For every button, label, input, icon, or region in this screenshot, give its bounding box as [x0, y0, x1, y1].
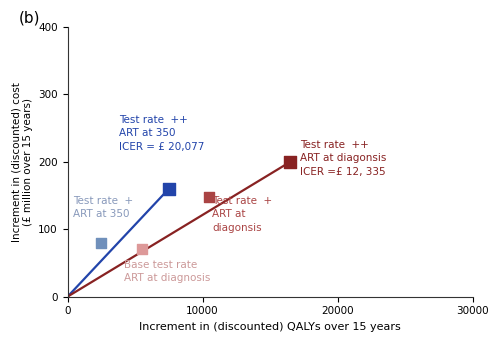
- Point: [206, 194, 214, 200]
- Text: Test rate  ++
ART at 350
ICER = £ 20,077: Test rate ++ ART at 350 ICER = £ 20,077: [119, 115, 204, 152]
- Text: (b): (b): [19, 11, 40, 26]
- Y-axis label: Increment in (discounted) cost
(£ million over 15 years): Increment in (discounted) cost (£ millio…: [11, 82, 32, 242]
- Point: [165, 186, 173, 191]
- X-axis label: Increment in (discounted) QALYs over 15 years: Increment in (discounted) QALYs over 15 …: [139, 322, 401, 332]
- Text: Test rate  ++
ART at diagonsis
ICER =£ 12, 335: Test rate ++ ART at diagonsis ICER =£ 12…: [300, 140, 386, 177]
- Text: Test rate  +
ART at 350: Test rate + ART at 350: [73, 196, 133, 219]
- Text: Base test rate
ART at diagnosis: Base test rate ART at diagnosis: [124, 260, 210, 283]
- Point: [138, 247, 146, 252]
- Text: Test rate  +
ART at
diagonsis: Test rate + ART at diagonsis: [212, 196, 272, 233]
- Point: [286, 159, 294, 165]
- Point: [98, 240, 106, 246]
